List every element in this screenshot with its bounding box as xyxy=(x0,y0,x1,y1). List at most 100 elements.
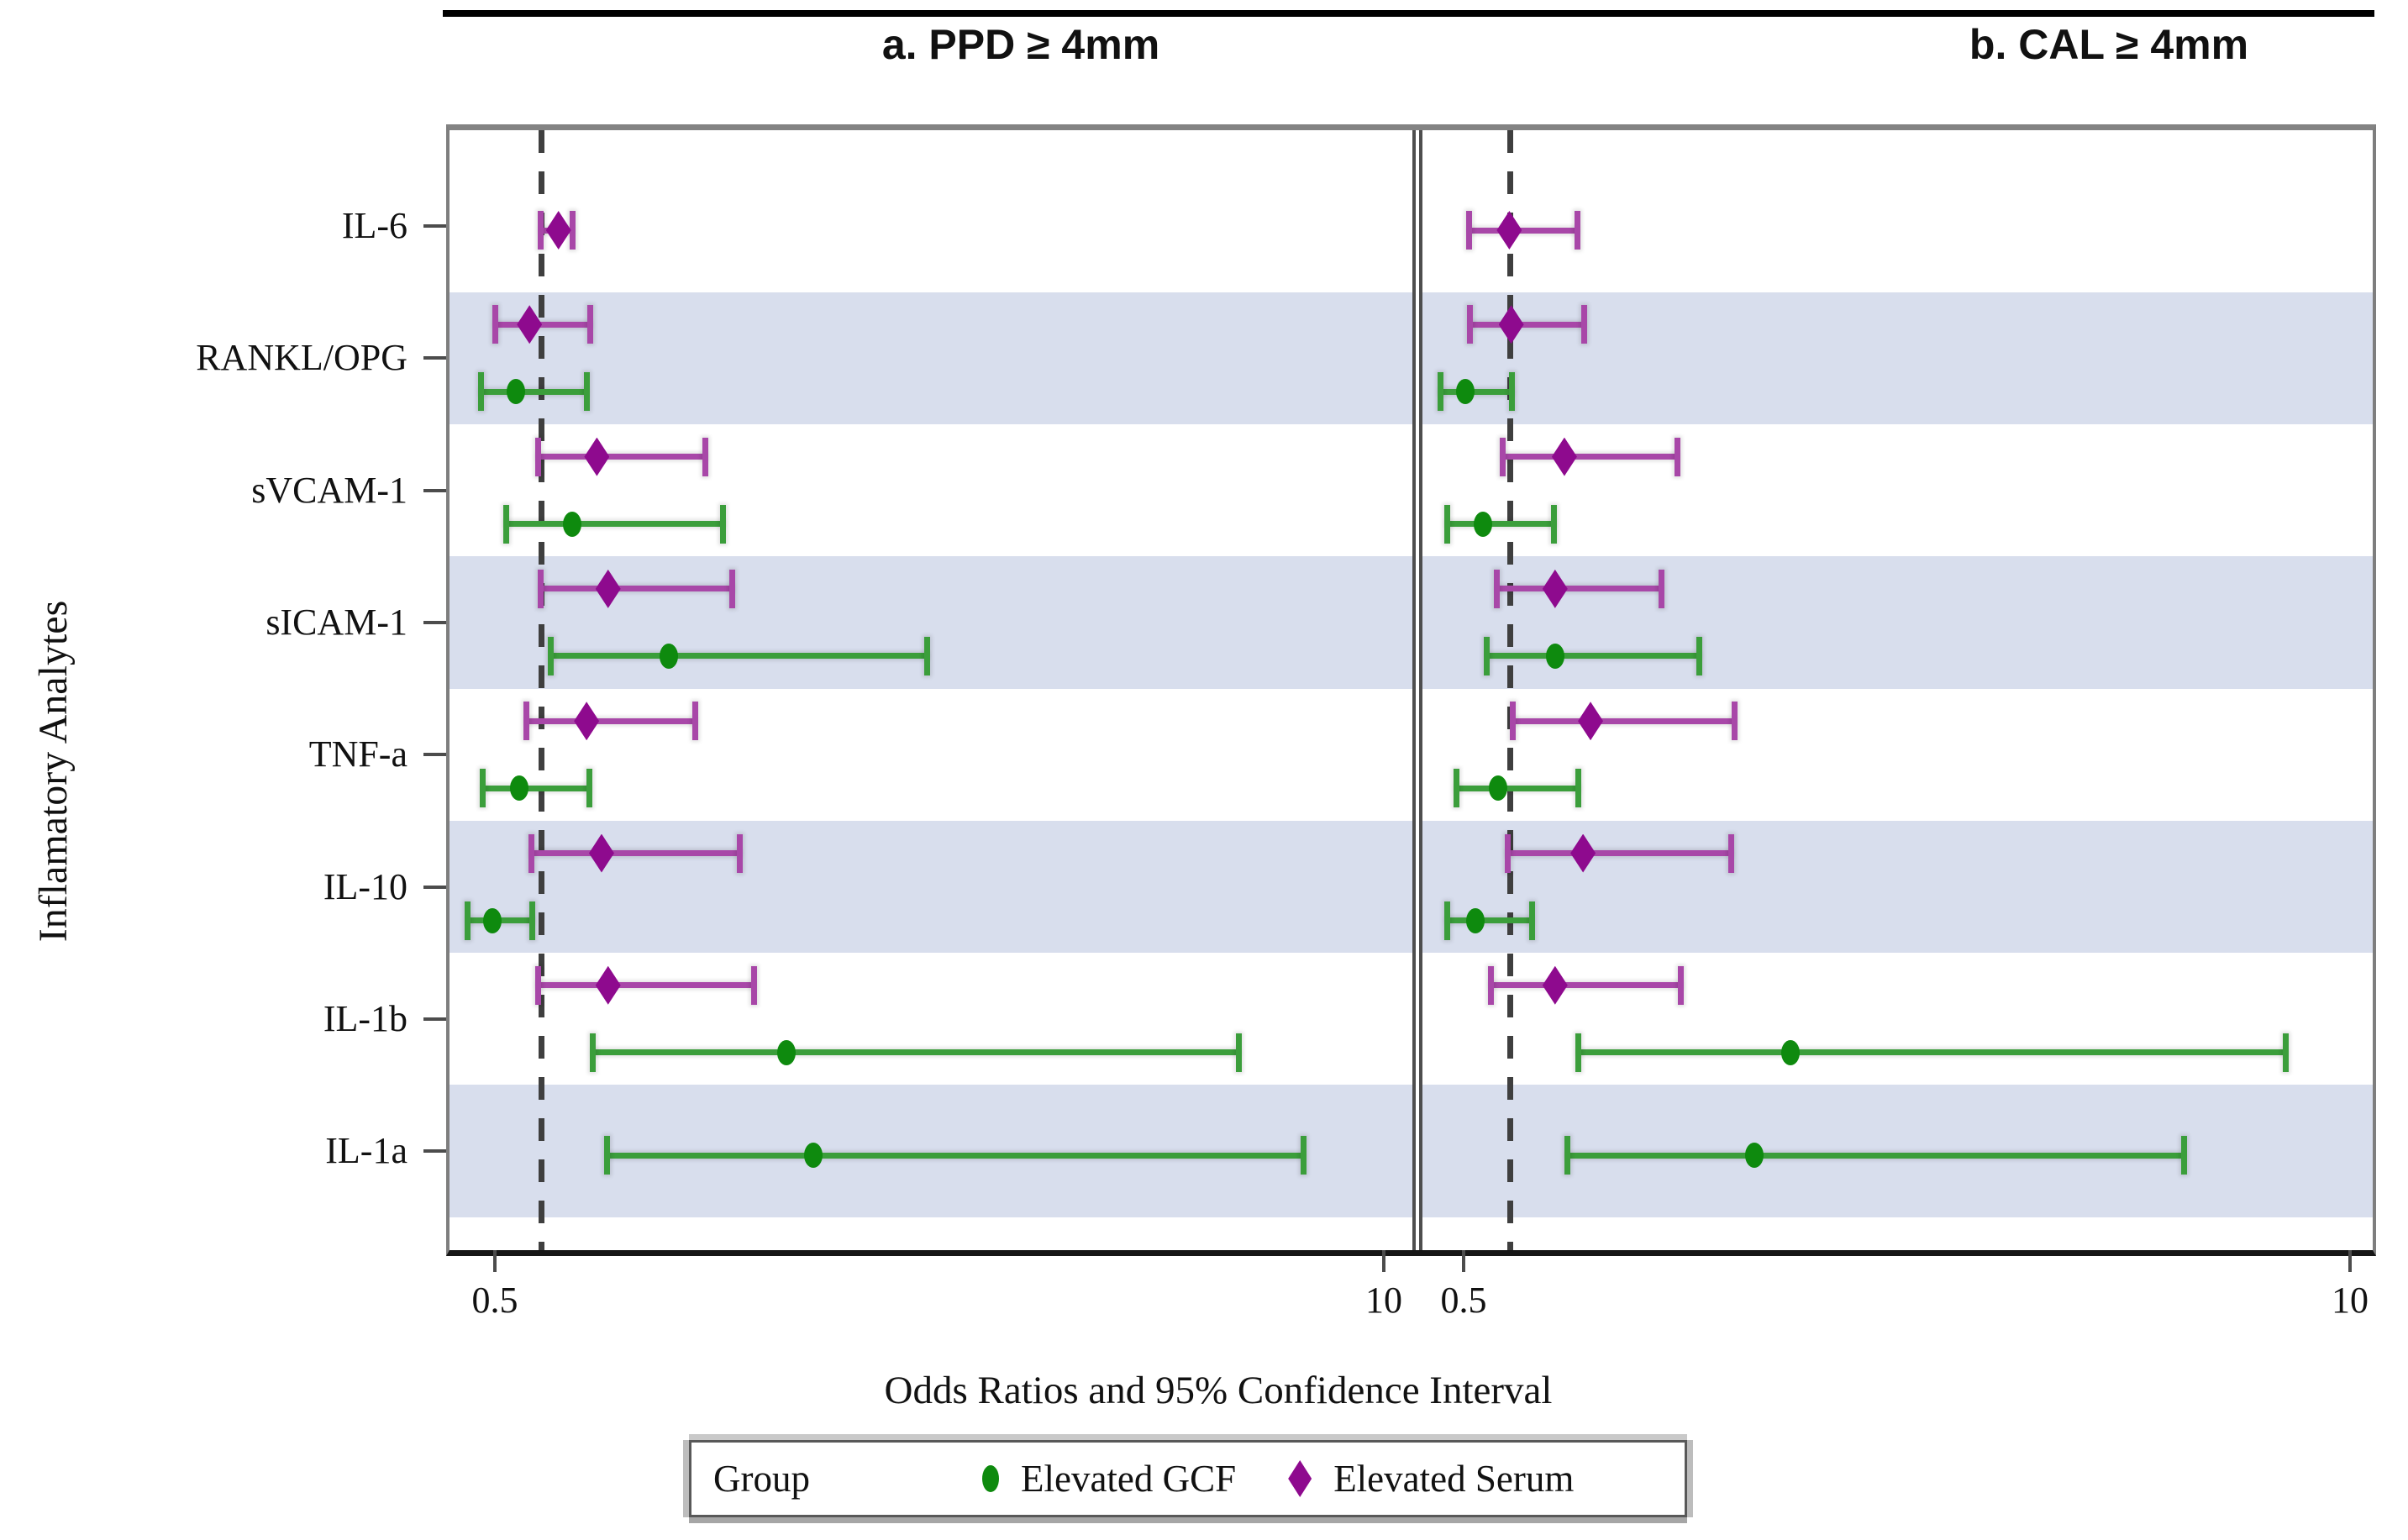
gcf-circle-icon xyxy=(981,1465,999,1492)
ci-cap xyxy=(538,211,544,250)
x-tick xyxy=(2348,1250,2352,1272)
ci-cap xyxy=(1437,372,1443,412)
reference-line-or1 xyxy=(1507,130,1514,1250)
panel-b-title: b. CAL ≥ 4mm xyxy=(1969,21,2249,68)
ci-cap xyxy=(691,702,698,741)
ci-bar-sVCAM-1 xyxy=(1502,454,1678,460)
ci-cap xyxy=(502,504,509,544)
ci-bar-sICAM-1 xyxy=(1496,586,1662,592)
ci-cap xyxy=(1564,1136,1570,1175)
ci-bar-RANKL/OPG xyxy=(1470,321,1585,328)
ci-cap xyxy=(1443,504,1450,544)
ci-bar-TNF-a xyxy=(1456,785,1579,791)
ci-cap xyxy=(1580,305,1587,344)
category-label: IL-1b xyxy=(323,997,407,1039)
gcf-point-IL-1b xyxy=(777,1039,797,1065)
category-label: IL-10 xyxy=(323,865,407,907)
ci-cap xyxy=(534,965,541,1005)
x-tick-label: 10 xyxy=(1365,1280,1402,1321)
ci-cap xyxy=(750,965,757,1005)
category-label: TNF-a xyxy=(308,733,407,775)
ci-cap xyxy=(729,569,736,608)
y-tick xyxy=(423,488,446,492)
y-tick xyxy=(423,1017,446,1021)
x-tick-label: 0.5 xyxy=(471,1280,518,1321)
ci-cap xyxy=(590,1033,597,1072)
ci-cap xyxy=(529,901,536,940)
ci-cap xyxy=(1466,211,1473,250)
row-band xyxy=(450,820,2373,954)
legend-item-gcf: Elevated GCF xyxy=(981,1457,1236,1501)
ci-cap xyxy=(538,569,544,608)
ci-bar-sICAM-1 xyxy=(550,653,928,660)
ci-cap xyxy=(1300,1136,1307,1175)
gcf-point-IL-10 xyxy=(482,907,502,933)
y-tick xyxy=(423,620,446,624)
ci-cap xyxy=(1235,1033,1242,1072)
x-tick xyxy=(493,1250,497,1272)
legend-item-serum: Elevated Serum xyxy=(1288,1457,1574,1501)
gcf-point-IL-1b xyxy=(1780,1039,1800,1065)
ci-bar-sVCAM-1 xyxy=(1447,521,1554,528)
serum-point-IL-6 xyxy=(1496,211,1522,250)
x-axis-label: Odds Ratios and 95% Confidence Interval xyxy=(884,1369,1553,1412)
y-tick xyxy=(423,224,446,228)
ci-cap xyxy=(1678,965,1685,1005)
serum-point-IL-6 xyxy=(545,211,571,250)
gcf-point-sICAM-1 xyxy=(660,643,679,669)
x-tick xyxy=(1382,1250,1385,1272)
ci-cap xyxy=(569,211,576,250)
ci-cap xyxy=(924,636,931,675)
y-tick xyxy=(423,356,446,360)
row-band xyxy=(450,556,2373,689)
row-band xyxy=(450,292,2373,424)
ci-cap xyxy=(534,437,541,476)
ci-cap xyxy=(1510,702,1517,741)
ci-cap xyxy=(1574,211,1580,250)
ci-cap xyxy=(1658,569,1664,608)
ci-cap xyxy=(720,504,727,544)
y-tick xyxy=(423,885,446,889)
top-rule xyxy=(443,10,2374,17)
gcf-point-sVCAM-1 xyxy=(1474,511,1493,537)
x-tick-label: 10 xyxy=(2332,1280,2369,1321)
ci-bar-TNF-a xyxy=(526,717,696,724)
serum-diamond-icon xyxy=(1288,1460,1312,1497)
ci-cap xyxy=(523,702,530,741)
category-label: sICAM-1 xyxy=(266,601,407,643)
ci-bar-sICAM-1 xyxy=(1486,653,1700,660)
serum-point-sVCAM-1 xyxy=(584,437,610,476)
y-tick xyxy=(423,1149,446,1154)
ci-bar-TNF-a xyxy=(482,785,590,791)
ci-cap xyxy=(1509,372,1516,412)
panel-divider xyxy=(1412,130,1422,1250)
ci-cap xyxy=(702,437,709,476)
ci-cap xyxy=(1575,1033,1582,1072)
ci-cap xyxy=(1487,965,1494,1005)
gcf-point-TNF-a xyxy=(509,775,528,802)
ci-bar-sVCAM-1 xyxy=(506,521,723,528)
ci-cap xyxy=(1674,437,1680,476)
category-label: IL-1a xyxy=(325,1130,407,1172)
ci-bar-sVCAM-1 xyxy=(538,454,706,460)
ci-cap xyxy=(2282,1033,2289,1072)
x-tick xyxy=(1462,1250,1465,1272)
category-label: RANKL/OPG xyxy=(196,337,407,379)
reference-line-or1 xyxy=(539,130,545,1250)
category-label: sVCAM-1 xyxy=(251,469,407,511)
ci-bar-TNF-a xyxy=(1512,717,1735,724)
gcf-point-IL-10 xyxy=(1466,907,1485,933)
ci-bar-IL-10 xyxy=(531,850,740,856)
category-label: IL-6 xyxy=(341,205,407,246)
ci-cap xyxy=(1494,569,1501,608)
ci-cap xyxy=(1484,636,1491,675)
ci-cap xyxy=(2180,1136,2187,1175)
serum-point-IL-1b xyxy=(595,965,621,1005)
ci-cap xyxy=(587,305,594,344)
ci-cap xyxy=(1504,833,1511,873)
gcf-point-sVCAM-1 xyxy=(563,511,582,537)
ci-cap xyxy=(492,305,498,344)
ci-cap xyxy=(477,372,484,412)
row-band xyxy=(450,1085,2373,1217)
